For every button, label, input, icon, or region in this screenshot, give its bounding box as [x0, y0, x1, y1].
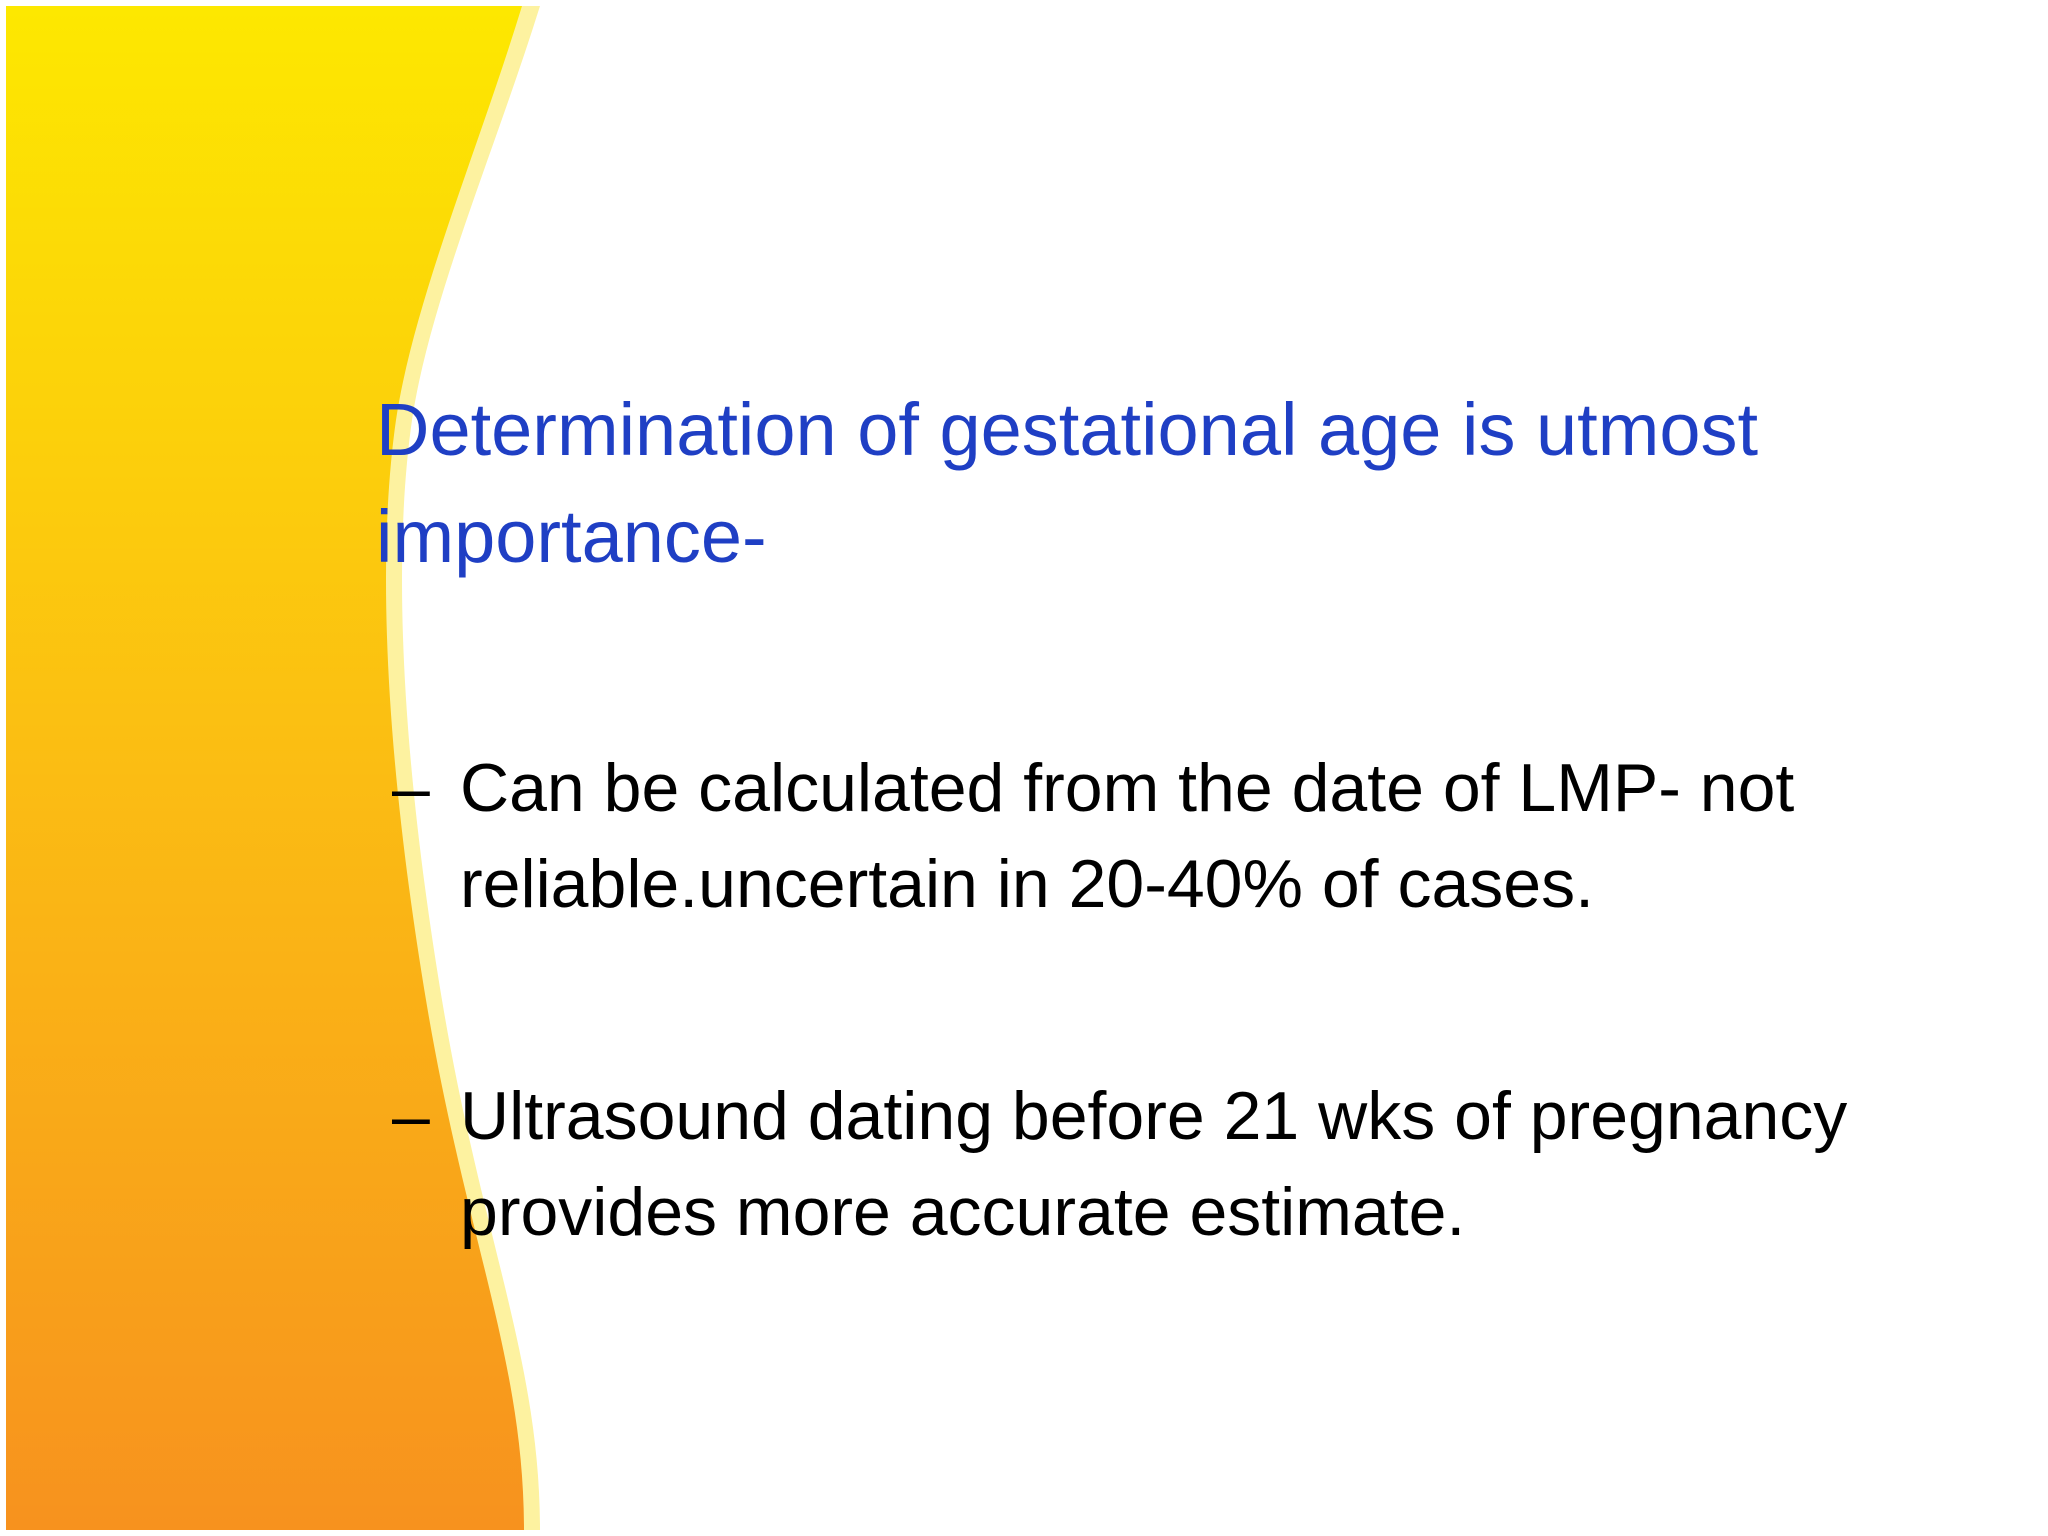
- bullet-marker: –: [392, 750, 430, 826]
- band: [6, 6, 524, 1530]
- bullet: – Ultrasound dating before 21 wks of pre…: [392, 1068, 1952, 1260]
- bullet-text: Can be calculated from the date of LMP- …: [460, 750, 1795, 922]
- bullet-text: Ultrasound dating before 21 wks of pregn…: [460, 1078, 1848, 1250]
- bullet: – Can be calculated from the date of LMP…: [392, 740, 1952, 932]
- slide-title: Determination of gestational age is utmo…: [376, 388, 1759, 578]
- bullet-marker: –: [392, 1078, 430, 1154]
